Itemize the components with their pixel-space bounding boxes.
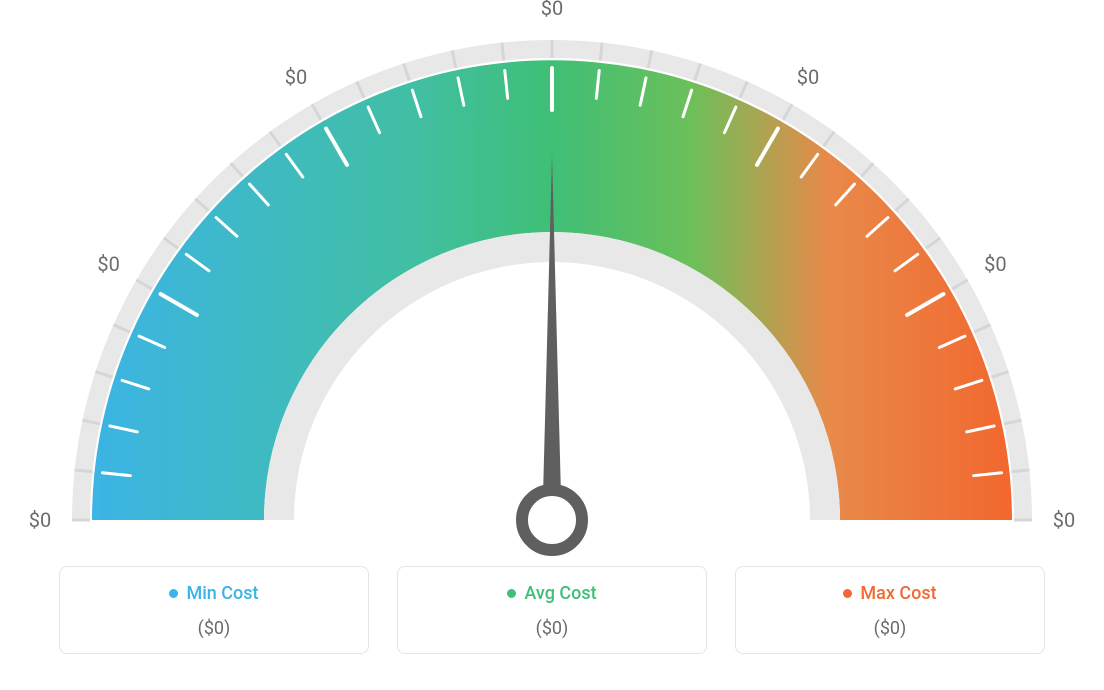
legend-value-avg: ($0) bbox=[398, 618, 706, 639]
gauge-tick-label: $0 bbox=[285, 65, 307, 89]
legend-value-max: ($0) bbox=[736, 618, 1044, 639]
gauge-svg bbox=[0, 0, 1104, 560]
legend-title-min: Min Cost bbox=[60, 583, 368, 604]
legend-label-min: Min Cost bbox=[186, 583, 258, 604]
legend-value-min: ($0) bbox=[60, 618, 368, 639]
gauge-tick-label: $0 bbox=[97, 252, 119, 276]
gauge-tick-label: $0 bbox=[541, 0, 563, 20]
legend-title-max: Max Cost bbox=[736, 583, 1044, 604]
legend-label-avg: Avg Cost bbox=[524, 583, 596, 604]
legend-label-max: Max Cost bbox=[860, 583, 936, 604]
legend-row: Min Cost ($0) Avg Cost ($0) Max Cost ($0… bbox=[0, 566, 1104, 654]
gauge-tick-label: $0 bbox=[1053, 508, 1075, 532]
legend-card-min: Min Cost ($0) bbox=[59, 566, 369, 654]
legend-card-avg: Avg Cost ($0) bbox=[397, 566, 707, 654]
gauge-chart: $0 $0 $0 $0 $0 $0 $0 bbox=[0, 0, 1104, 560]
gauge-tick-label: $0 bbox=[29, 508, 51, 532]
legend-dot-max bbox=[843, 589, 852, 598]
legend-title-avg: Avg Cost bbox=[398, 583, 706, 604]
gauge-tick-label: $0 bbox=[797, 65, 819, 89]
legend-dot-avg bbox=[507, 589, 516, 598]
gauge-tick-label: $0 bbox=[984, 252, 1006, 276]
legend-card-max: Max Cost ($0) bbox=[735, 566, 1045, 654]
legend-dot-min bbox=[169, 589, 178, 598]
